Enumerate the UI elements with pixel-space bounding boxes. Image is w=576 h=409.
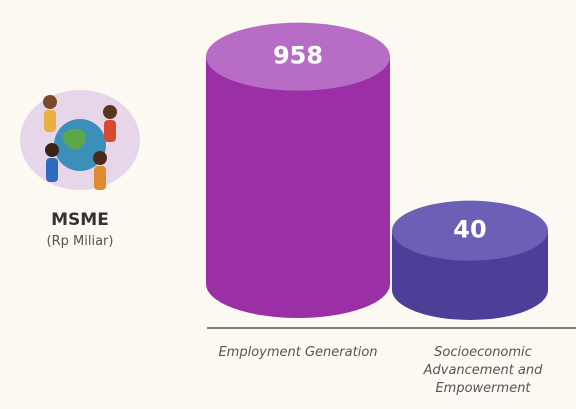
value-label: 958 bbox=[273, 42, 323, 70]
cylinder bbox=[206, 56, 390, 318]
cylinder-top bbox=[392, 200, 548, 261]
category-label: Socioeconomic Advancement and Empowermen… bbox=[423, 345, 543, 396]
icon bbox=[20, 90, 140, 190]
category-label: Employment Generation bbox=[218, 345, 378, 360]
label: MSME bbox=[51, 210, 109, 230]
unit: (Rp Miliar) bbox=[46, 234, 114, 249]
value-label: 40 bbox=[453, 216, 486, 244]
cylinder-top bbox=[206, 22, 390, 91]
